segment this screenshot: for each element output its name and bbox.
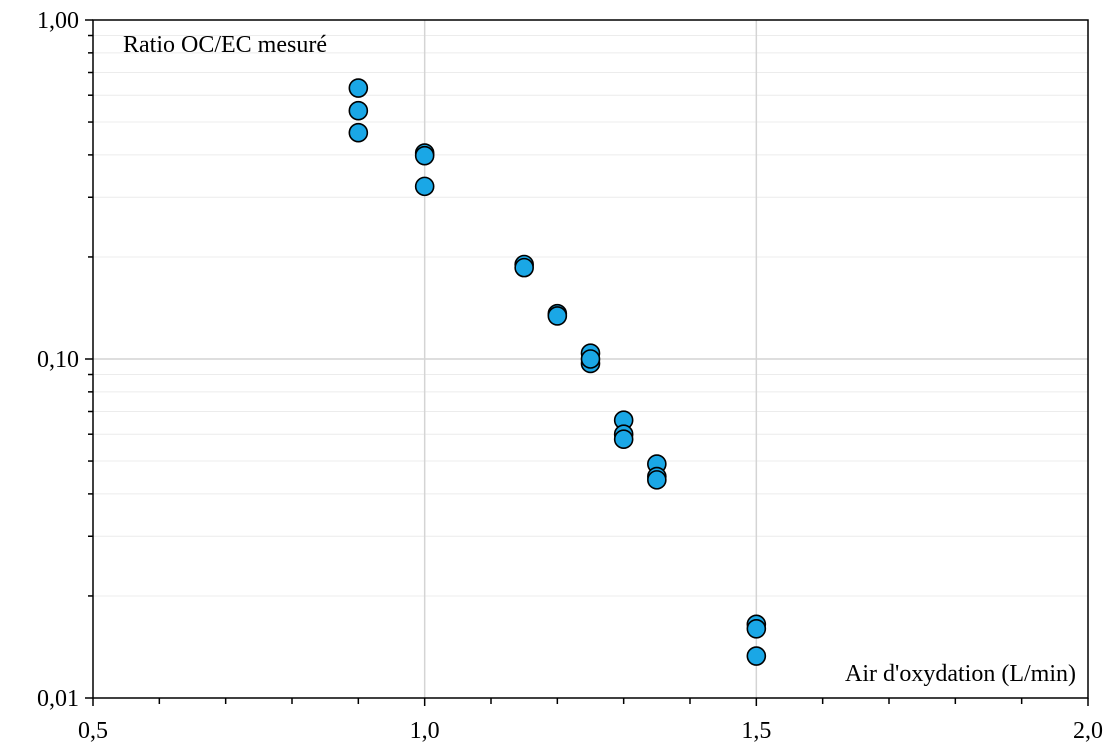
data-point xyxy=(613,429,634,449)
x-tick-label: 0,5 xyxy=(78,718,108,744)
x-tick-label: 2,0 xyxy=(1073,718,1103,744)
data-point xyxy=(514,257,534,278)
data-point xyxy=(348,78,369,98)
y-axis-title: Ratio OC/EC mesuré xyxy=(123,32,327,58)
y-tick-label: 0,01 xyxy=(37,686,79,712)
data-points xyxy=(348,78,767,666)
data-point xyxy=(414,145,435,166)
y-tick-label: 0,10 xyxy=(37,347,79,373)
data-point xyxy=(414,176,435,197)
data-point xyxy=(348,122,369,143)
data-point xyxy=(647,470,667,490)
x-tick-label: 1,0 xyxy=(410,718,440,744)
x-tick-label: 1,5 xyxy=(741,718,771,744)
data-point xyxy=(348,100,369,121)
x-axis-title: Air d'oxydation (L/min) xyxy=(845,661,1076,687)
y-axis-ticks: 0,01 0,10 1,00 xyxy=(37,8,93,712)
data-point xyxy=(746,619,767,639)
data-point xyxy=(580,349,601,369)
data-point xyxy=(547,306,568,326)
x-axis-ticks: 0,5 1,0 1,5 2,0 xyxy=(78,698,1103,744)
data-point xyxy=(746,646,767,666)
y-tick-label: 1,00 xyxy=(37,8,79,34)
minor-grid xyxy=(93,35,1088,597)
